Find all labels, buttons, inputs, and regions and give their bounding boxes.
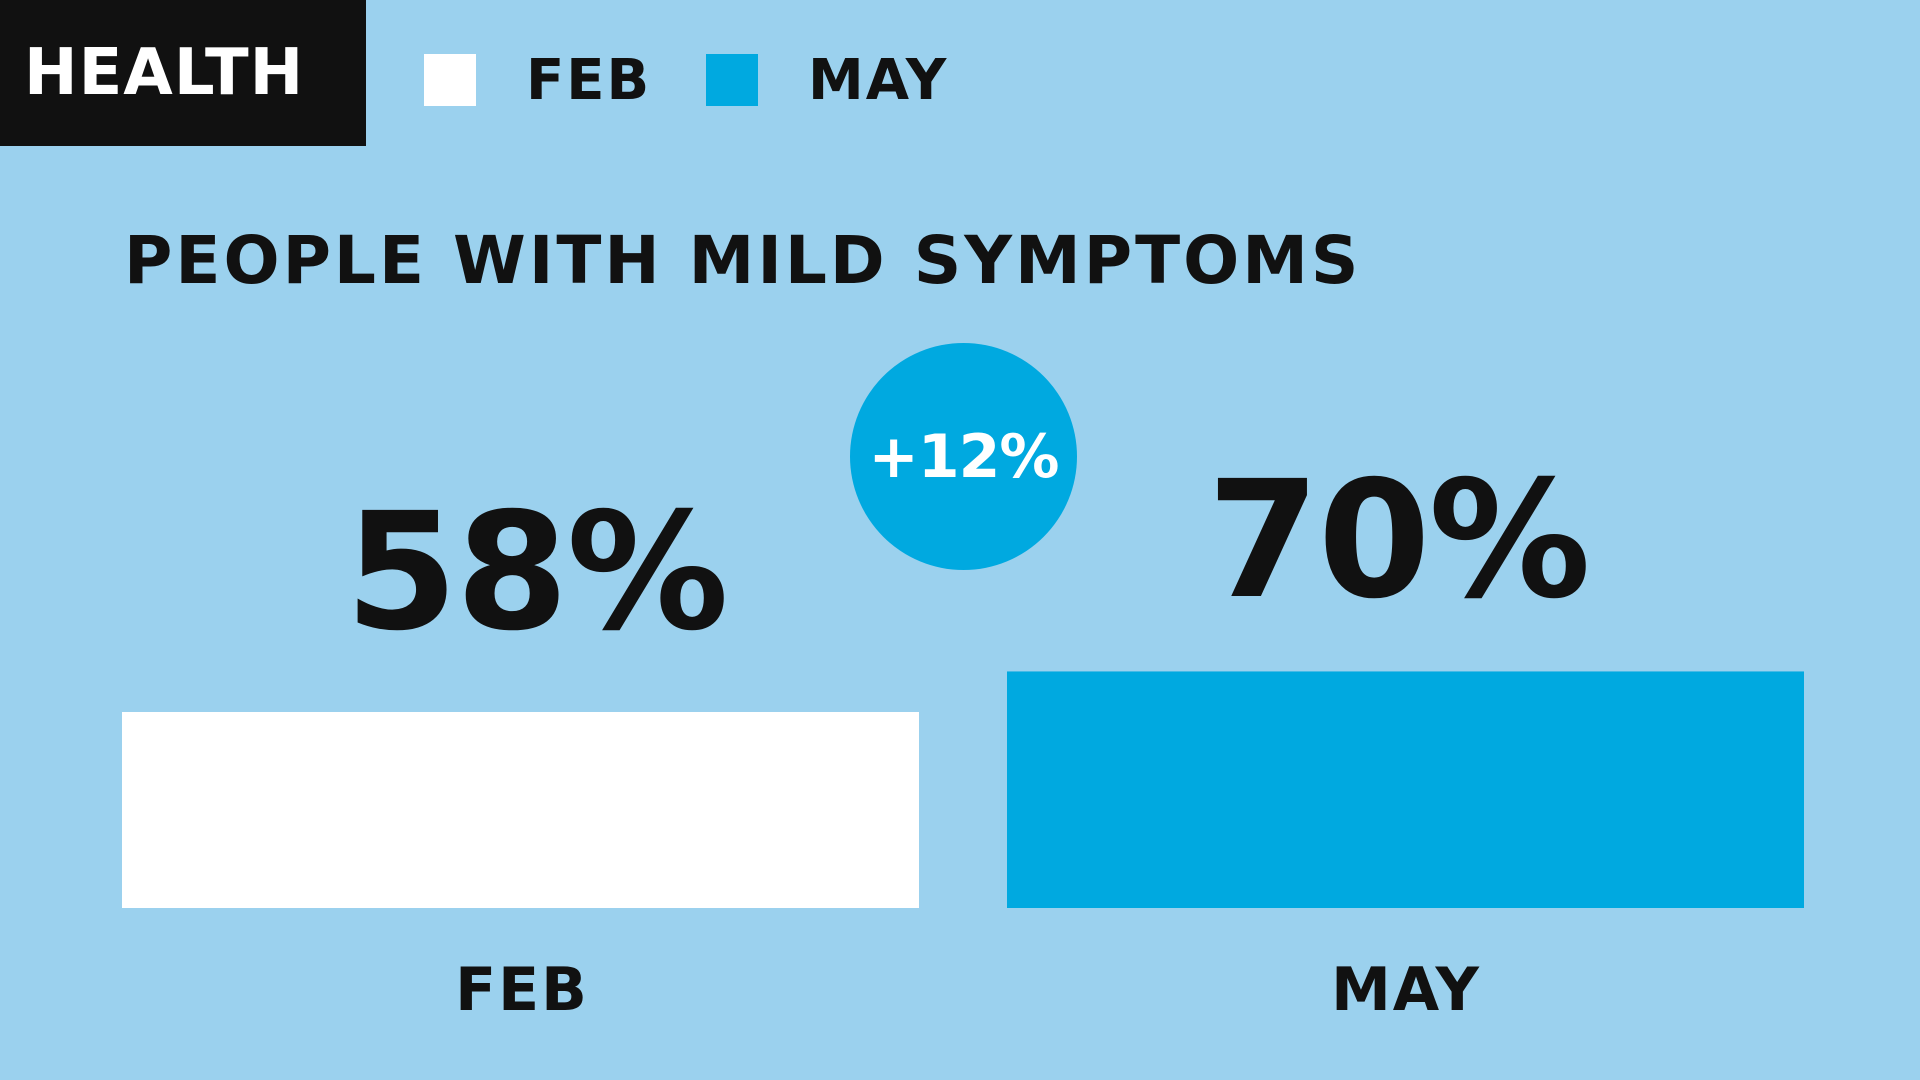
value-label-feb: 58% (345, 479, 729, 667)
value-label-may: 70% (1207, 447, 1591, 635)
legend-swatch-may (706, 54, 758, 106)
legend-label-feb: FEB (526, 47, 652, 113)
category-label-feb: FEB (455, 955, 589, 1025)
category-label-may: MAY (1331, 955, 1481, 1025)
change-badge: +12% (850, 343, 1077, 570)
bar-feb (122, 712, 919, 908)
chart-title: PEOPLE WITH MILD SYMPTOMS (124, 222, 1362, 299)
legend-item-may: MAY (706, 48, 948, 113)
legend-label-may: MAY (808, 47, 949, 113)
change-badge-label: +12% (868, 421, 1060, 492)
section-tag-label: HEALTH (24, 36, 305, 110)
section-tag: HEALTH (0, 0, 366, 146)
bar-may (1007, 671, 1804, 908)
legend-item-feb: FEB (424, 48, 651, 113)
legend-swatch-feb (424, 54, 476, 106)
